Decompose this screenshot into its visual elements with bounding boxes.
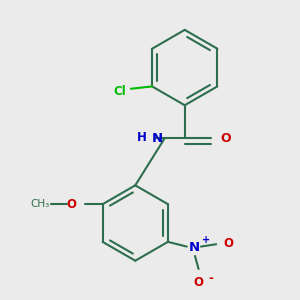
Text: methoxy: methoxy [44,203,50,204]
Text: O: O [220,132,231,145]
Text: H: H [137,130,147,143]
Text: CH₃: CH₃ [30,199,50,209]
Text: O: O [194,276,203,289]
Text: -: - [208,272,213,285]
Text: N: N [152,132,163,145]
Text: O: O [67,198,77,211]
Text: O: O [223,236,233,250]
Text: Cl: Cl [113,85,126,98]
Text: N: N [188,241,200,254]
Text: +: + [202,235,210,244]
